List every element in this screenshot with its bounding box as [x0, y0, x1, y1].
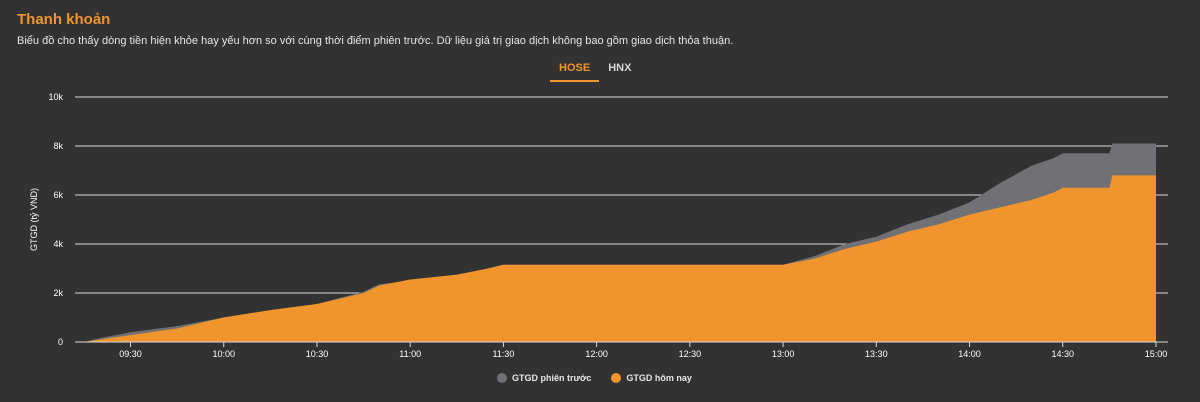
y-tick-label: 10k: [48, 92, 63, 102]
tab-hose[interactable]: HOSE: [550, 61, 600, 82]
x-tick-label: 11:00: [399, 349, 421, 359]
y-axis-label: GTGD (tỷ VND): [29, 188, 39, 251]
y-tick-label: 2k: [53, 288, 63, 298]
chart-legend: GTGD phiên trước GTGD hôm nay: [497, 373, 692, 383]
x-tick-label: 09:30: [119, 349, 142, 359]
x-tick-label: 13:00: [772, 349, 795, 359]
x-tick-label: 15:00: [1145, 349, 1168, 359]
tab-hnx[interactable]: HNX: [608, 62, 632, 74]
y-tick-label: 0: [58, 337, 63, 347]
section-subtitle: Biểu đồ cho thấy dòng tiền hiện khỏe hay…: [17, 35, 734, 47]
x-tick-label: 10:30: [306, 349, 329, 359]
x-tick-label: 13:30: [865, 349, 888, 359]
area-today: [83, 175, 1157, 342]
legend-item-previous[interactable]: GTGD phiên trước: [497, 373, 591, 383]
x-tick-label: 14:30: [1052, 349, 1075, 359]
x-tick-label: 14:00: [958, 349, 981, 359]
y-tick-label: 8k: [53, 141, 63, 151]
exchange-tabs: HOSE HNX: [550, 61, 640, 82]
x-tick-label: 11:30: [492, 349, 514, 359]
y-tick-label: 6k: [53, 190, 63, 200]
y-tick-label: 4k: [53, 239, 63, 249]
x-tick-label: 10:00: [212, 349, 235, 359]
section-title: Thanh khoản: [17, 11, 111, 28]
legend-today-label: GTGD hôm nay: [626, 373, 692, 383]
x-tick-label: 12:00: [585, 349, 608, 359]
legend-previous-dot: [497, 373, 507, 383]
x-tick-label: 12:30: [679, 349, 702, 359]
legend-item-today[interactable]: GTGD hôm nay: [611, 373, 692, 383]
legend-previous-label: GTGD phiên trước: [512, 373, 592, 383]
legend-today-dot: [611, 373, 622, 383]
